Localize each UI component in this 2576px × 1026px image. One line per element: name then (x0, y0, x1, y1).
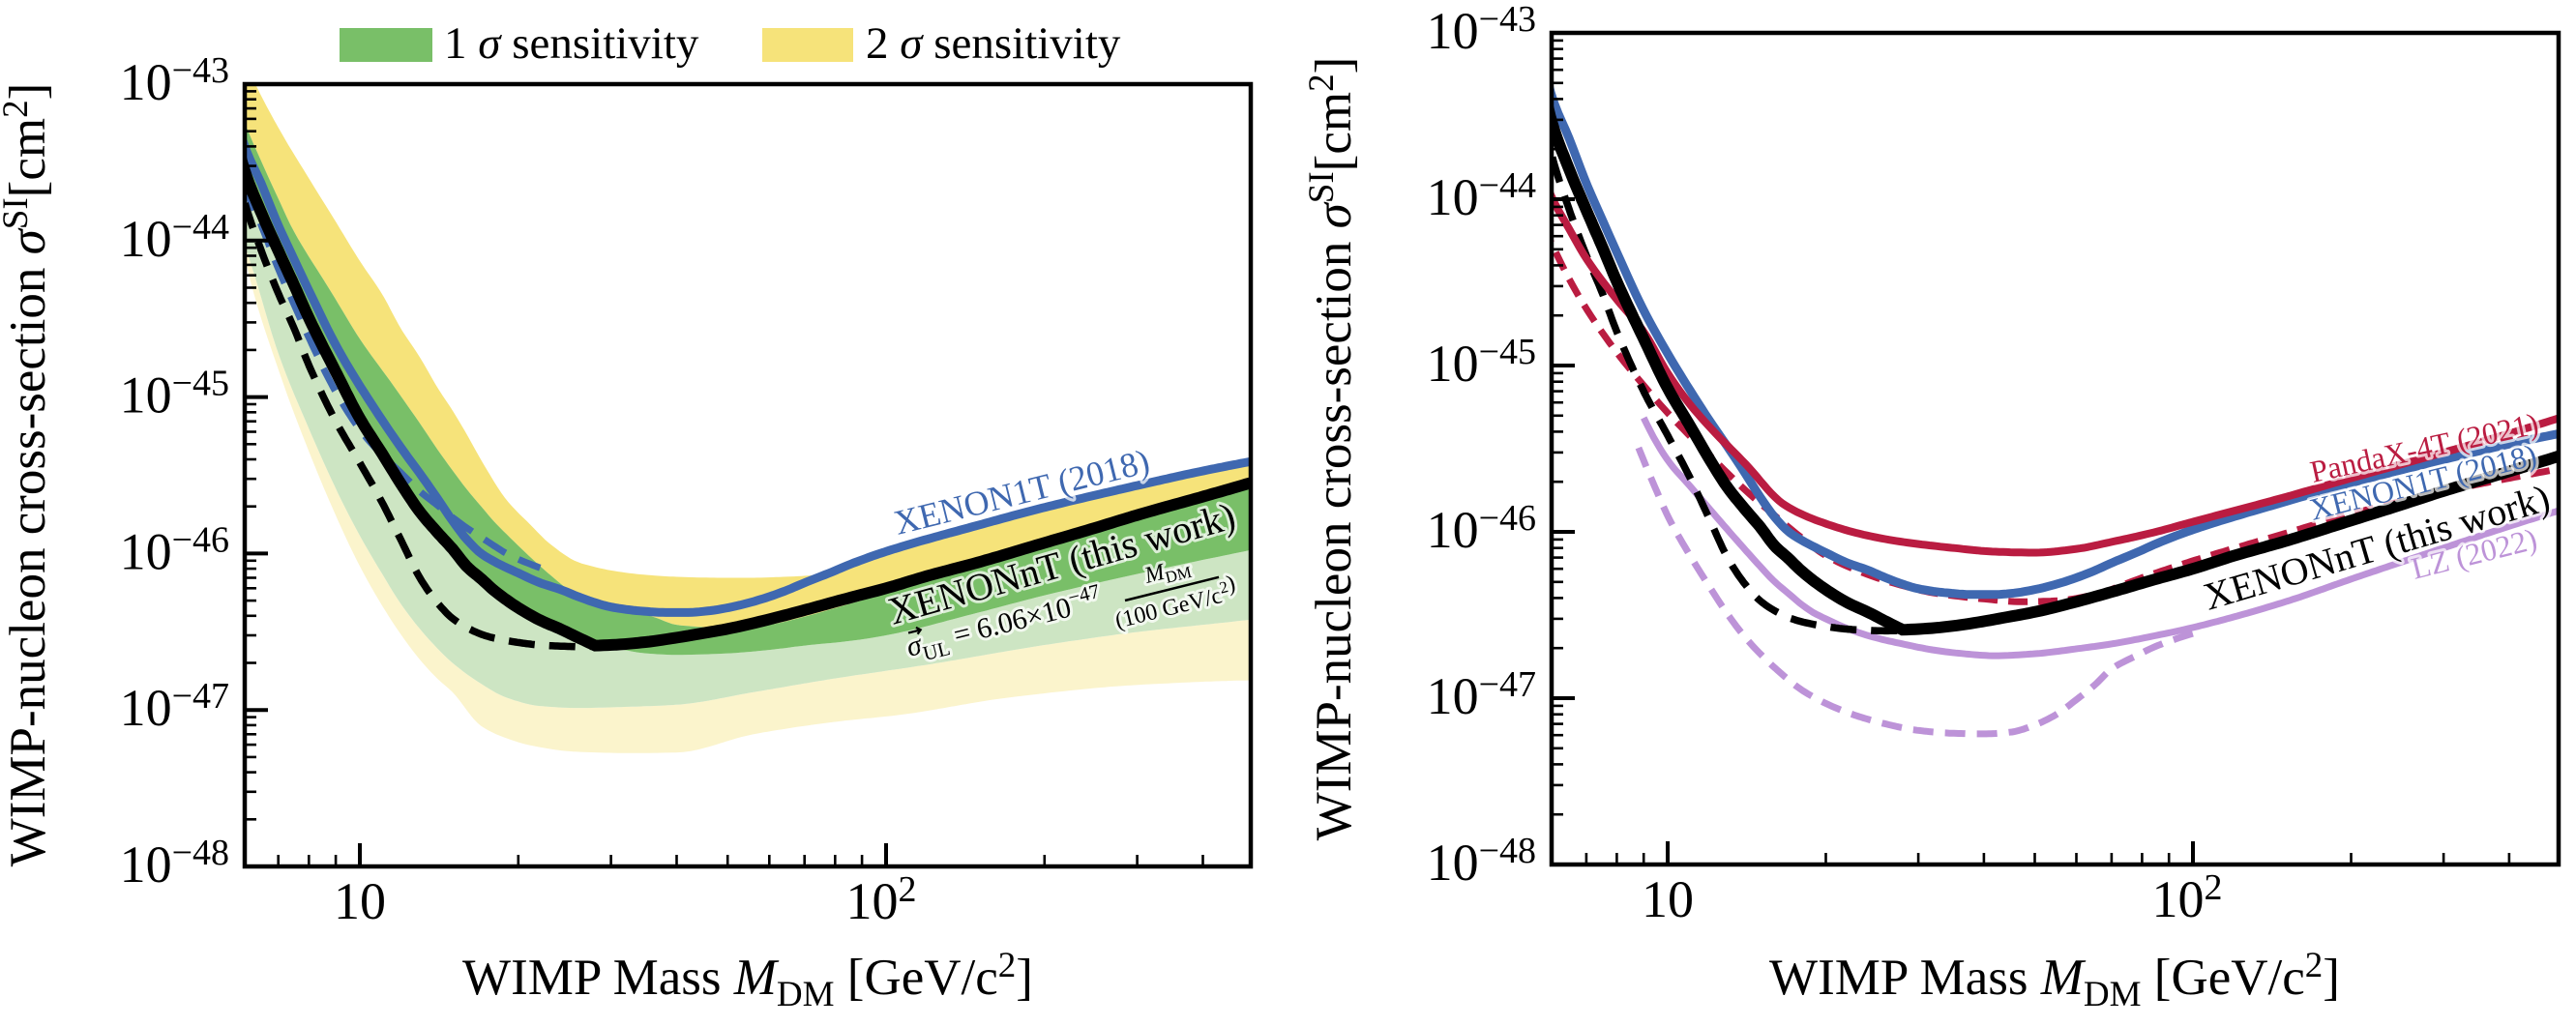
svg-text:2 σ sensitivity: 2 σ sensitivity (866, 18, 1121, 69)
svg-text:WIMP Mass MDM [GeV/c2]: WIMP Mass MDM [GeV/c2] (1769, 946, 2340, 1014)
svg-text:10−44: 10−44 (1427, 165, 1536, 226)
svg-text:WIMP Mass MDM [GeV/c2]: WIMP Mass MDM [GeV/c2] (462, 946, 1033, 1014)
svg-text:10: 10 (334, 872, 386, 930)
svg-text:10: 10 (1642, 870, 1694, 928)
svg-text:1 σ sensitivity: 1 σ sensitivity (444, 18, 699, 69)
svg-text:102: 102 (846, 869, 917, 930)
